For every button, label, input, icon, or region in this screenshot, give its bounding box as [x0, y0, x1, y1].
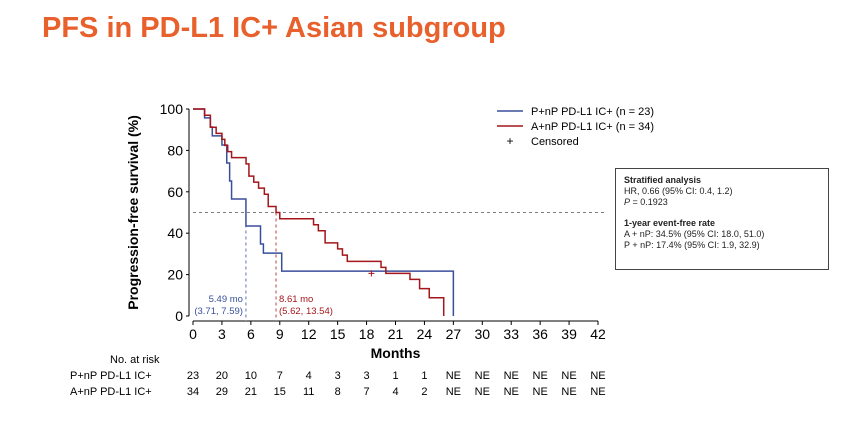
risk-cell: NE — [445, 386, 461, 398]
risk-cell: NE — [561, 386, 577, 398]
risk-cell: NE — [503, 386, 519, 398]
legend: P+nP PD-L1 IC+ (n = 23) A+nP PD-L1 IC+ (n… — [497, 106, 654, 148]
risk-cell: 21 — [244, 386, 257, 398]
event-free-rate-p: P + nP: 17.4% (95% CI: 1.9, 32.9) — [624, 240, 760, 250]
median-ci: (5.62, 13.54) — [279, 306, 333, 317]
censor-mark — [368, 270, 375, 277]
median-label: 8.61 mo — [279, 294, 313, 305]
risk-table-title: No. at risk — [110, 354, 160, 366]
x-tick-label: 15 — [330, 326, 346, 342]
risk-cell: 7 — [363, 386, 370, 398]
y-tick-label: 20 — [167, 267, 183, 283]
event-free-title: 1-year event-free rate — [624, 218, 716, 228]
legend-label: P+nP PD-L1 IC+ (n = 23) — [531, 106, 654, 118]
risk-cell: 8 — [334, 386, 341, 398]
stats-box: Stratified analysis HR, 0.66 (95% CI: 0.… — [615, 168, 829, 270]
x-tick-label: 9 — [276, 326, 284, 342]
p-label: P — [624, 197, 631, 207]
risk-cell: 3 — [363, 370, 370, 382]
p-value: = 0.1923 — [630, 197, 668, 207]
y-tick-label: 80 — [167, 142, 183, 158]
median-ci: (3.71, 7.59) — [194, 306, 243, 317]
risk-cell: 4 — [305, 370, 312, 382]
x-tick-label: 33 — [503, 326, 519, 342]
x-tick-label: 18 — [359, 326, 375, 342]
p-value-line: P = 0.1923 — [624, 197, 820, 208]
y-tick-label: 40 — [167, 225, 183, 241]
x-tick-label: 24 — [417, 326, 433, 342]
median-guides: 5.49 mo(3.71, 7.59) 8.61 mo(5.62, 13.54) — [193, 212, 606, 321]
risk-cell: NE — [474, 370, 490, 382]
survival-curve-anp — [193, 108, 445, 316]
y-tick-label: 100 — [160, 101, 184, 117]
risk-cell: NE — [503, 370, 519, 382]
risk-cell: 20 — [215, 370, 229, 382]
risk-row-label-p: P+nP PD-L1 IC+ — [70, 370, 152, 382]
risk-cell: 11 — [302, 386, 315, 398]
stats-section-title: Stratified analysis — [624, 175, 702, 185]
x-tick-label: 27 — [446, 326, 462, 342]
x-axis-label: Months — [371, 345, 421, 361]
hazard-ratio: HR, 0.66 (95% CI: 0.4, 1.2) — [624, 186, 733, 196]
risk-cell: NE — [590, 386, 606, 398]
risk-cell: 10 — [244, 370, 257, 382]
legend-label: Censored — [531, 136, 579, 148]
x-tick-label: 0 — [189, 326, 197, 342]
legend-label: A+nP PD-L1 IC+ (n = 34) — [531, 121, 654, 133]
x-tick-label: 30 — [474, 326, 490, 342]
risk-cell: 15 — [273, 386, 286, 398]
risk-cell: 2 — [421, 386, 428, 398]
risk-cell: 34 — [186, 386, 200, 398]
slide-title: PFS in PD-L1 IC+ Asian subgroup — [42, 12, 506, 44]
x-tick-label: 42 — [590, 326, 606, 342]
x-tick-label: 39 — [561, 326, 577, 342]
x-tick-label: 6 — [247, 326, 255, 342]
y-tick-label: 60 — [167, 184, 183, 200]
risk-cell: 4 — [392, 386, 399, 398]
risk-cell: 7 — [276, 370, 283, 382]
median-label: 5.49 mo — [209, 294, 243, 305]
x-tick-label: 12 — [301, 326, 317, 342]
y-axis-label: Progression-free survival (%) — [125, 115, 141, 310]
risk-cell: NE — [532, 370, 548, 382]
survival-curve-pnp — [193, 108, 455, 316]
risk-cell: NE — [474, 386, 490, 398]
legend-swatch: + — [506, 134, 513, 148]
risk-cell: NE — [590, 370, 606, 382]
event-free-rate-a: A + nP: 34.5% (95% CI: 18.0, 51.0) — [624, 229, 765, 239]
survival-curves — [193, 108, 455, 316]
y-tick-label: 0 — [175, 308, 183, 324]
risk-cell: 23 — [186, 370, 200, 382]
x-tick-label: 21 — [388, 326, 404, 342]
risk-row-label-a: A+nP PD-L1 IC+ — [70, 386, 152, 398]
risk-cell: NE — [445, 370, 461, 382]
x-tick-label: 36 — [532, 326, 548, 342]
risk-cell: 1 — [421, 370, 428, 382]
risk-cell: 3 — [334, 370, 341, 382]
risk-cell: 29 — [215, 386, 229, 398]
x-tick-label: 3 — [218, 326, 226, 342]
risk-cell: NE — [532, 386, 548, 398]
risk-cell: NE — [561, 370, 577, 382]
risk-cell: 1 — [392, 370, 399, 382]
